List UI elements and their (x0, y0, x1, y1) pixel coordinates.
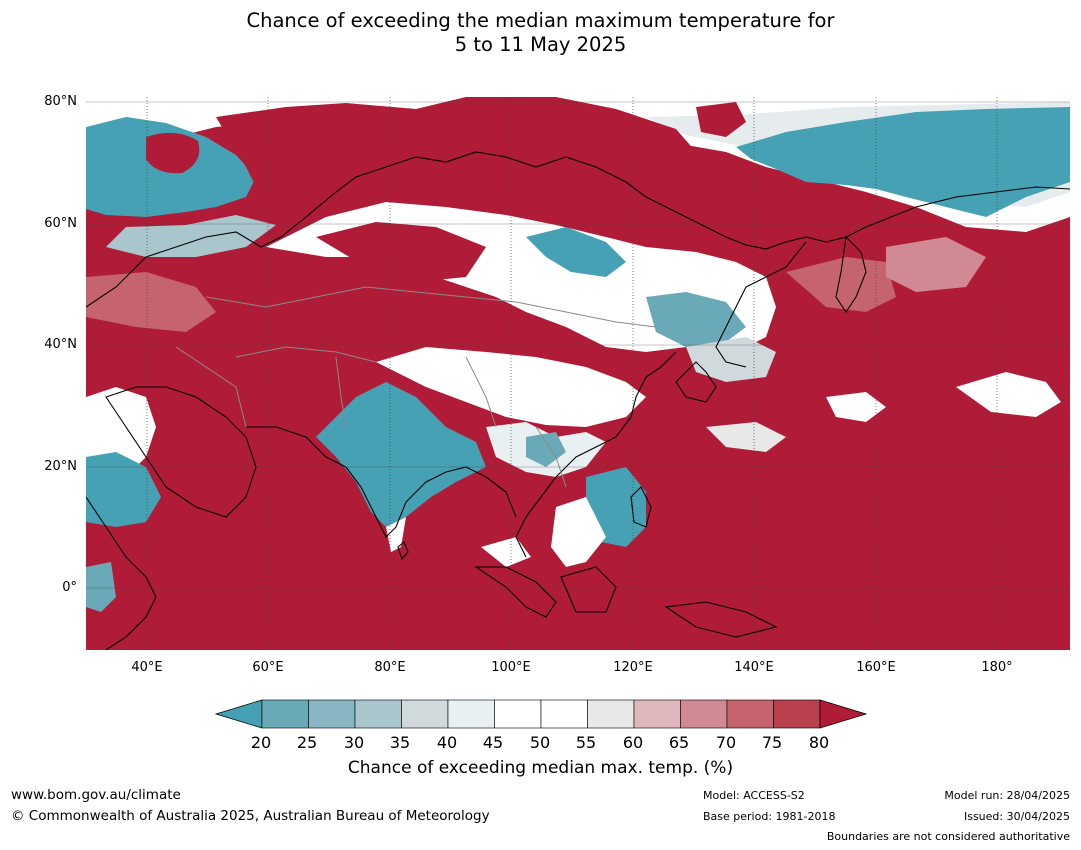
colorbar-segment (587, 699, 635, 729)
colorbar-segment (773, 699, 821, 729)
west-siberia-warm-patch (316, 222, 486, 282)
indochina-neutral-patch (481, 537, 531, 567)
colorbar-extend-high (819, 699, 868, 729)
map-title-line-1: Chance of exceeding the median maximum t… (246, 9, 835, 32)
colorbar-segment (401, 699, 449, 729)
colorbar-segment (261, 699, 309, 729)
arabia-cool-zone (86, 452, 161, 527)
graticule (146, 97, 998, 650)
coastline-pacific-russia (715, 241, 807, 368)
coastline-africa (86, 496, 157, 650)
taymyr-warm-patch (696, 102, 746, 137)
lat-label-0: 0° (62, 580, 77, 595)
coastline-europe-arctic (86, 151, 1070, 308)
colorbar-tick-25: 25 (296, 733, 318, 752)
colorbar-segment (540, 699, 588, 729)
colorbar-segments (261, 699, 821, 729)
colorbar-segment (633, 699, 681, 729)
colorbar-tick-80: 80 (808, 733, 830, 752)
lat-label-20n: 20°N (44, 459, 77, 474)
boundaries-disclaimer: Boundaries are not considered authoritat… (826, 830, 1070, 843)
colorbar-tick-20: 20 (250, 733, 272, 752)
lat-label-80n: 80°N (44, 94, 77, 109)
issued-date: Issued: 30/04/2025 (963, 810, 1070, 823)
mongolia-cool-zone (526, 227, 626, 277)
caspian-warm-patch (86, 272, 216, 332)
coastline-philippines (630, 486, 652, 528)
lon-label-100e: 100°E (491, 660, 531, 675)
colorbar-tick-70: 70 (715, 733, 737, 752)
east-africa-cool-patch (86, 562, 116, 612)
lon-label-160e: 160°E (856, 660, 896, 675)
lat-label-60n: 60°N (44, 216, 77, 231)
coastlines (86, 151, 1070, 650)
colorbar-tick-75: 75 (761, 733, 783, 752)
coastline-sri-lanka (397, 541, 409, 561)
model-info: Model: ACCESS-S2 (703, 789, 805, 802)
lon-label-140e: 140°E (734, 660, 774, 675)
coastline-south-asia (246, 426, 517, 538)
website-link[interactable]: www.bom.gov.au/climate (11, 787, 181, 803)
colorbar-tick-30: 30 (343, 733, 365, 752)
barents-warm-patch (146, 132, 200, 174)
yakutia-warm-patch (656, 167, 726, 227)
colorbar-segment (680, 699, 728, 729)
tibet-neutral-zone (376, 347, 646, 427)
colorbar-extend-low (214, 699, 263, 729)
colorbar-tick-35: 35 (389, 733, 411, 752)
country-borders (175, 286, 657, 488)
lon-label-180: 180° (981, 660, 1013, 675)
colorbar-tick-50: 50 (529, 733, 551, 752)
coastline-sumatra (474, 566, 557, 618)
okhotsk-warm-patch (786, 257, 896, 312)
graticule-parallels (86, 101, 1070, 589)
colorbar-segment (726, 699, 774, 729)
lon-label-80e: 80°E (374, 660, 406, 675)
colorbar-label: Chance of exceeding median max. temp. (%… (347, 758, 734, 778)
colorbar-tick-55: 55 (575, 733, 597, 752)
baikal-cool-zone (646, 292, 746, 347)
colorbar-segment (354, 699, 402, 729)
base-period-info: Base period: 1981-2018 (703, 810, 836, 823)
temperature-probability-map (86, 97, 1070, 650)
india-cool-zone (316, 382, 486, 527)
lon-label-120e: 120°E (613, 660, 653, 675)
colorbar-segment (447, 699, 495, 729)
philippines-neutral-zone (551, 497, 606, 567)
arctic-warm-band (216, 97, 696, 215)
pacific-neutral-patch-3 (706, 422, 786, 452)
lat-label-40n: 40°N (44, 337, 77, 352)
east-siberia-cool-zone (736, 107, 1070, 217)
colorbar (214, 699, 868, 729)
colorbar-tick-40: 40 (436, 733, 458, 752)
coastline-japan (675, 361, 717, 403)
colorbar-tick-60: 60 (622, 733, 644, 752)
pacific-warm-light-patch (886, 237, 986, 292)
coastline-new-guinea (664, 601, 778, 638)
manchuria-light-zone (686, 337, 776, 382)
model-run-date: Model run: 28/04/2025 (944, 789, 1070, 802)
coastline-arabia (105, 386, 257, 518)
colorbar-segment (308, 699, 356, 729)
colorbar-tick-45: 45 (482, 733, 504, 752)
north-europe-light-zone (106, 215, 276, 257)
coastline-borneo (560, 566, 617, 613)
map-title-line-2: 5 to 11 May 2025 (454, 33, 627, 56)
coastline-kamchatka (835, 235, 867, 313)
lon-label-60e: 60°E (252, 660, 284, 675)
south-india-neutral-zone (386, 517, 406, 552)
pacific-neutral-patch-2 (826, 392, 886, 422)
lon-label-40e: 40°E (131, 660, 163, 675)
colorbar-segment (494, 699, 542, 729)
pacific-neutral-patch-1 (956, 372, 1061, 417)
colorbar-tick-65: 65 (668, 733, 690, 752)
map-title: Chance of exceeding the median maximum t… (0, 9, 1081, 57)
far-east-warm-patch (746, 222, 846, 262)
coastline-east-asia (515, 351, 677, 558)
copyright-notice: © Commonwealth of Australia 2025, Austra… (11, 808, 490, 824)
